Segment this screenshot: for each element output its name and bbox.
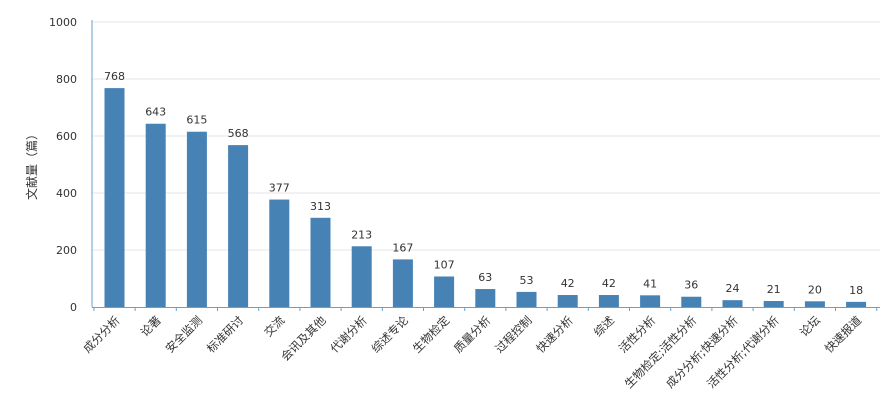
bar: [681, 296, 702, 307]
x-tick-label: 成分分析: [80, 313, 122, 355]
data-label: 107: [434, 259, 455, 272]
y-tick-label: 600: [56, 130, 77, 143]
data-label: 36: [684, 279, 698, 292]
x-tick-label: 过程控制: [492, 313, 534, 355]
x-tick-label: 快速分析: [533, 313, 575, 355]
y-tick-labels: 0 200 400 600 800 1000: [49, 16, 77, 314]
bar: [351, 246, 372, 307]
bar: [722, 300, 743, 307]
data-label: 63: [478, 271, 492, 284]
data-label: 41: [643, 277, 657, 290]
data-label: 213: [351, 228, 372, 241]
data-label: 21: [767, 283, 781, 296]
bar: [392, 259, 413, 307]
y-tick-label: 400: [56, 187, 77, 200]
data-label: 20: [808, 283, 822, 296]
data-label: 42: [561, 277, 575, 290]
x-tick-label: 论坛: [797, 313, 824, 340]
bar: [104, 88, 125, 308]
data-label: 42: [602, 277, 616, 290]
data-label: 377: [269, 182, 290, 195]
grid-lines: [92, 21, 880, 251]
bar: [846, 301, 867, 307]
bar: [269, 199, 290, 307]
data-label: 313: [310, 200, 331, 213]
data-label: 24: [726, 282, 740, 295]
x-tick-label: 生物检定: [410, 313, 453, 356]
bar: [434, 276, 455, 307]
y-tick-label: 800: [56, 73, 77, 86]
x-tick-label: 交流: [261, 313, 288, 340]
data-label: 568: [228, 127, 249, 140]
x-tick-label: 生物检定;活性分析: [622, 313, 700, 391]
x-tick-label: 综述专论: [369, 313, 412, 356]
x-tick-label: 论著: [138, 313, 164, 339]
bar: [145, 123, 166, 308]
bars: [104, 88, 867, 308]
bar: [640, 295, 661, 307]
x-tick-label: 综述: [591, 313, 618, 340]
x-tick-label: 活性分析: [616, 313, 658, 355]
x-tick-label: 安全监测: [163, 313, 205, 355]
bar: [186, 131, 207, 307]
bar: [475, 289, 496, 307]
bar: [310, 217, 331, 307]
bar: [763, 301, 784, 307]
data-label: 167: [392, 241, 413, 254]
x-tick-label: 代谢分析: [327, 313, 369, 355]
bar: [228, 145, 249, 307]
bar: [557, 295, 578, 307]
y-axis-title: 文献量（篇）: [24, 128, 39, 200]
data-label: 643: [145, 106, 166, 119]
bar: [804, 301, 825, 307]
x-tick-label: 会讯及其他: [278, 313, 329, 364]
data-label: 768: [104, 70, 125, 83]
axes: [91, 20, 880, 311]
y-tick-label: 1000: [49, 16, 77, 29]
x-tick-label: 质量分析: [451, 313, 493, 355]
y-tick-label: 0: [70, 301, 77, 314]
data-label: 53: [520, 274, 534, 287]
x-tick-label: 标准研讨: [204, 313, 247, 356]
data-label: 615: [186, 114, 207, 127]
y-tick-label: 200: [56, 244, 77, 257]
x-tick-label: 活性分析;代谢分析: [704, 313, 782, 391]
data-labels: 768 643 615 568 377 313 213 167 107 63 53 42 42 41 36 2…: [104, 70, 863, 297]
bar: [598, 295, 619, 307]
x-tick-label: 成分分析;快速分析: [663, 313, 741, 391]
bar: [516, 291, 537, 307]
data-label: 18: [849, 284, 863, 297]
x-tick-label: 快速报道: [822, 313, 865, 356]
